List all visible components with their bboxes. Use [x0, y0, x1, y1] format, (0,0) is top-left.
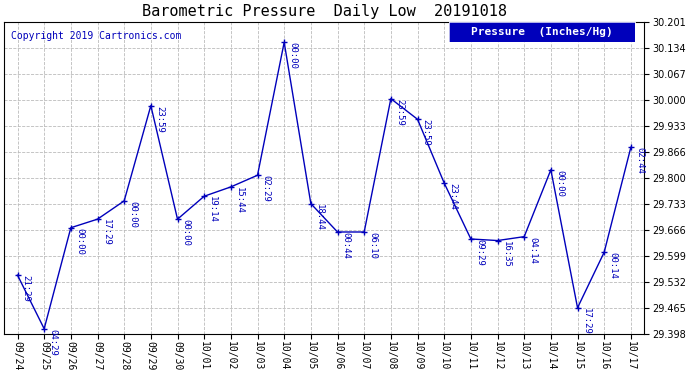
Text: 00:14: 00:14 — [609, 252, 618, 279]
Text: 00:00: 00:00 — [75, 228, 84, 255]
Text: 02:29: 02:29 — [262, 175, 270, 202]
Text: 06:10: 06:10 — [368, 232, 377, 259]
Text: 00:00: 00:00 — [288, 42, 297, 69]
Text: 09:29: 09:29 — [475, 239, 484, 266]
Text: 23:44: 23:44 — [448, 183, 457, 210]
Text: 02:44: 02:44 — [635, 147, 644, 174]
Text: 04:29: 04:29 — [48, 329, 57, 356]
Text: 23:59: 23:59 — [422, 119, 431, 146]
Text: 00:00: 00:00 — [128, 201, 137, 228]
Text: 23:59: 23:59 — [155, 106, 164, 132]
Text: 17:29: 17:29 — [101, 219, 110, 246]
Text: 16:35: 16:35 — [502, 240, 511, 267]
Text: 21:29: 21:29 — [21, 275, 30, 302]
Text: 00:00: 00:00 — [181, 219, 190, 246]
Text: 00:00: 00:00 — [555, 170, 564, 196]
Text: 15:44: 15:44 — [235, 187, 244, 214]
Text: 04:14: 04:14 — [529, 237, 538, 264]
Text: 23:59: 23:59 — [395, 99, 404, 126]
Text: 18:44: 18:44 — [315, 204, 324, 231]
Text: Copyright 2019 Cartronics.com: Copyright 2019 Cartronics.com — [10, 31, 181, 41]
Text: 00:44: 00:44 — [342, 232, 351, 259]
Title: Barometric Pressure  Daily Low  20191018: Barometric Pressure Daily Low 20191018 — [141, 4, 506, 19]
Text: 19:14: 19:14 — [208, 196, 217, 223]
Text: 17:29: 17:29 — [582, 308, 591, 334]
